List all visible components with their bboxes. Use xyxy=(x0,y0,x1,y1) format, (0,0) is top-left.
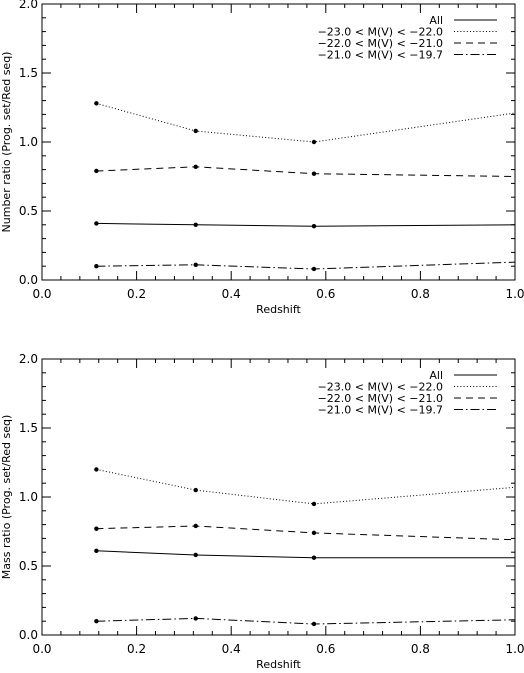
data-point xyxy=(311,223,317,229)
y-tick-label: 2.0 xyxy=(19,352,38,366)
data-point xyxy=(193,164,198,170)
x-tick-label: 0.6 xyxy=(316,642,335,656)
data-point xyxy=(94,101,99,106)
data-point xyxy=(193,262,198,268)
data-point xyxy=(311,621,317,627)
data-point xyxy=(94,526,99,531)
x-tick-label: 0.4 xyxy=(222,642,241,656)
data-point xyxy=(311,530,317,536)
plot-frame xyxy=(41,3,516,281)
y-tick-label: 0.0 xyxy=(19,273,38,287)
data-point xyxy=(193,128,198,134)
series-line-solid xyxy=(96,550,515,559)
x-tick-label: 0.0 xyxy=(32,642,51,656)
y-tick-label: 1.0 xyxy=(19,490,38,504)
y-tick-label: 0.0 xyxy=(19,628,38,642)
data-point xyxy=(193,552,198,558)
data-point xyxy=(311,555,317,560)
legend: All−23.0 < M(V) < −22.0−22.0 < M(V) < −2… xyxy=(318,14,497,62)
x-tick-label: 0.0 xyxy=(32,287,51,301)
data-point xyxy=(311,501,317,507)
data-point xyxy=(311,139,317,145)
x-tick-label: 0.4 xyxy=(222,287,241,301)
x-tick-label: 0.2 xyxy=(127,642,146,656)
chart-panel-2: 0.0 0.2 0.4 0.6 0.8 1.0 0.0 0.5 1.0 1.5 2.0 Redshif… xyxy=(0,352,524,671)
y-axis-label: Mass ratio (Prog. set/Red seq) xyxy=(0,415,13,579)
legend-label: −23.0 < M(V) < −22.0 xyxy=(318,381,443,394)
x-tick-label: 0.2 xyxy=(127,287,146,301)
legend-label: −21.0 < M(V) < −19.7 xyxy=(318,49,443,62)
data-point xyxy=(193,222,198,227)
x-axis-label: Redshift xyxy=(256,303,301,316)
legend-label: −23.0 < M(V) < −22.0 xyxy=(318,26,443,39)
y-tick-label: 0.5 xyxy=(19,204,38,218)
data-point xyxy=(94,619,99,624)
chart-panel-1: 0.0 0.2 0.4 0.6 0.8 1.0 0.0 0.5 1.0 1.5 2.0 Redshif… xyxy=(0,0,524,316)
y-tick-label: 1.5 xyxy=(19,66,38,80)
y-tick-label: 1.5 xyxy=(19,421,38,435)
series-line-dashdot xyxy=(96,261,516,270)
x-tick-label: 1.0 xyxy=(505,287,524,301)
legend: All−23.0 < M(V) < −22.0−22.0 < M(V) < −2… xyxy=(318,369,497,417)
y-tick-label: 2.0 xyxy=(19,0,38,11)
x-tick-label: 0.8 xyxy=(411,287,430,301)
x-tick-label: 0.6 xyxy=(316,287,335,301)
data-point xyxy=(311,266,317,272)
data-point xyxy=(311,171,317,176)
x-tick-label: 1.0 xyxy=(505,642,524,656)
y-tick-label: 0.5 xyxy=(19,559,38,573)
data-point xyxy=(193,487,198,493)
y-axis-label: Number ratio (Prog. set/Red seq) xyxy=(0,52,13,233)
series-line-dashdot xyxy=(96,617,516,625)
y-tick-label: 1.0 xyxy=(19,135,38,149)
legend-label: −21.0 < M(V) < −19.7 xyxy=(318,404,443,417)
series-line-solid xyxy=(96,222,516,227)
series-line-dotted xyxy=(96,102,516,143)
data-point xyxy=(94,168,99,174)
data-point xyxy=(193,523,198,529)
data-point xyxy=(94,467,99,472)
legend-label: −22.0 < M(V) < −21.0 xyxy=(318,392,443,405)
data-point xyxy=(94,548,99,554)
plot-frame xyxy=(41,358,516,636)
x-axis-label: Redshift xyxy=(256,658,301,671)
x-tick-label: 0.8 xyxy=(411,642,430,656)
legend-label: All xyxy=(429,369,443,382)
data-point xyxy=(94,264,99,269)
legend-label: All xyxy=(429,14,443,27)
series-line-dashed xyxy=(96,166,516,177)
series-line-dotted xyxy=(96,468,516,505)
data-point xyxy=(193,616,198,621)
data-point xyxy=(94,221,99,226)
legend-label: −22.0 < M(V) < −21.0 xyxy=(318,37,443,50)
series-line-dashed xyxy=(96,525,516,541)
